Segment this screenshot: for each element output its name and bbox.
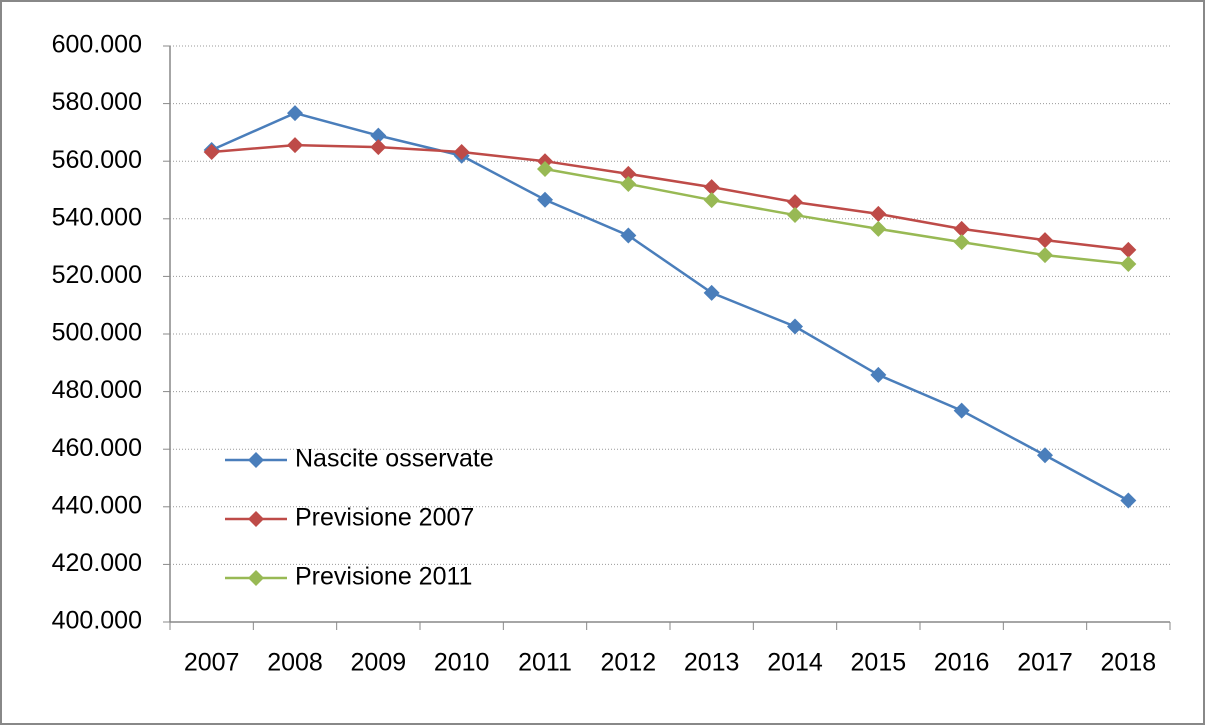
y-tick-label: 460.000	[52, 434, 142, 462]
legend-label: Previsione 2011	[295, 563, 472, 591]
data-point	[453, 143, 470, 160]
x-tick-label: 2015	[851, 649, 907, 677]
x-tick-label: 2010	[434, 649, 490, 677]
data-point	[1120, 256, 1137, 273]
data-point	[370, 127, 387, 144]
data-point	[537, 191, 553, 208]
data-point	[953, 220, 970, 237]
x-tick-label: 2011	[518, 649, 572, 677]
data-point	[287, 105, 303, 122]
data-point	[203, 143, 220, 160]
data-point	[787, 194, 803, 211]
y-tick-label: 580.000	[52, 88, 142, 116]
x-tick-label: 2009	[351, 649, 407, 677]
y-tick-label: 480.000	[52, 376, 142, 404]
data-point	[370, 139, 387, 156]
x-tick-label: 2012	[601, 649, 657, 677]
data-point	[787, 207, 803, 224]
y-tick-label: 600.000	[52, 31, 142, 59]
data-point	[703, 192, 720, 209]
y-tick-label: 500.000	[52, 319, 142, 347]
data-point	[1120, 492, 1137, 509]
series-line	[211, 143, 1129, 252]
x-tick-label: 2017	[1017, 649, 1073, 677]
data-point	[1120, 241, 1137, 258]
legend-marker	[248, 452, 264, 468]
data-point	[953, 234, 970, 251]
data-point	[703, 284, 720, 301]
series-line	[544, 167, 1129, 266]
x-tick-label: 2016	[934, 649, 990, 677]
x-tick-label: 2014	[767, 649, 823, 677]
data-point	[787, 318, 803, 335]
data-point	[620, 175, 637, 192]
x-tick-label: 2008	[267, 649, 323, 677]
y-tick-label: 540.000	[52, 203, 142, 231]
series-line	[211, 111, 1129, 502]
data-point	[870, 205, 887, 222]
legend-label: Previsione 2007	[295, 504, 474, 532]
x-tick-label: 2007	[184, 649, 240, 677]
data-point	[1037, 447, 1053, 464]
y-tick-label: 420.000	[52, 549, 142, 577]
y-tick-label: 560.000	[52, 146, 142, 174]
data-point	[1037, 232, 1053, 249]
data-point	[1037, 247, 1053, 264]
x-tick-label: 2018	[1101, 649, 1157, 677]
x-tick-label: 2013	[684, 649, 740, 677]
data-point	[620, 227, 637, 244]
legend-marker	[248, 570, 264, 586]
legend-marker	[248, 511, 264, 527]
y-tick-label: 520.000	[52, 261, 142, 289]
data-point	[620, 165, 637, 182]
legend-label: Nascite osservate	[295, 445, 494, 473]
data-point	[287, 137, 303, 154]
data-point	[870, 366, 887, 383]
y-tick-label: 440.000	[52, 491, 142, 519]
data-point	[870, 220, 887, 237]
y-tick-label: 400.000	[52, 607, 142, 635]
data-point	[953, 402, 970, 419]
data-point	[703, 179, 720, 196]
data-point	[537, 160, 553, 177]
